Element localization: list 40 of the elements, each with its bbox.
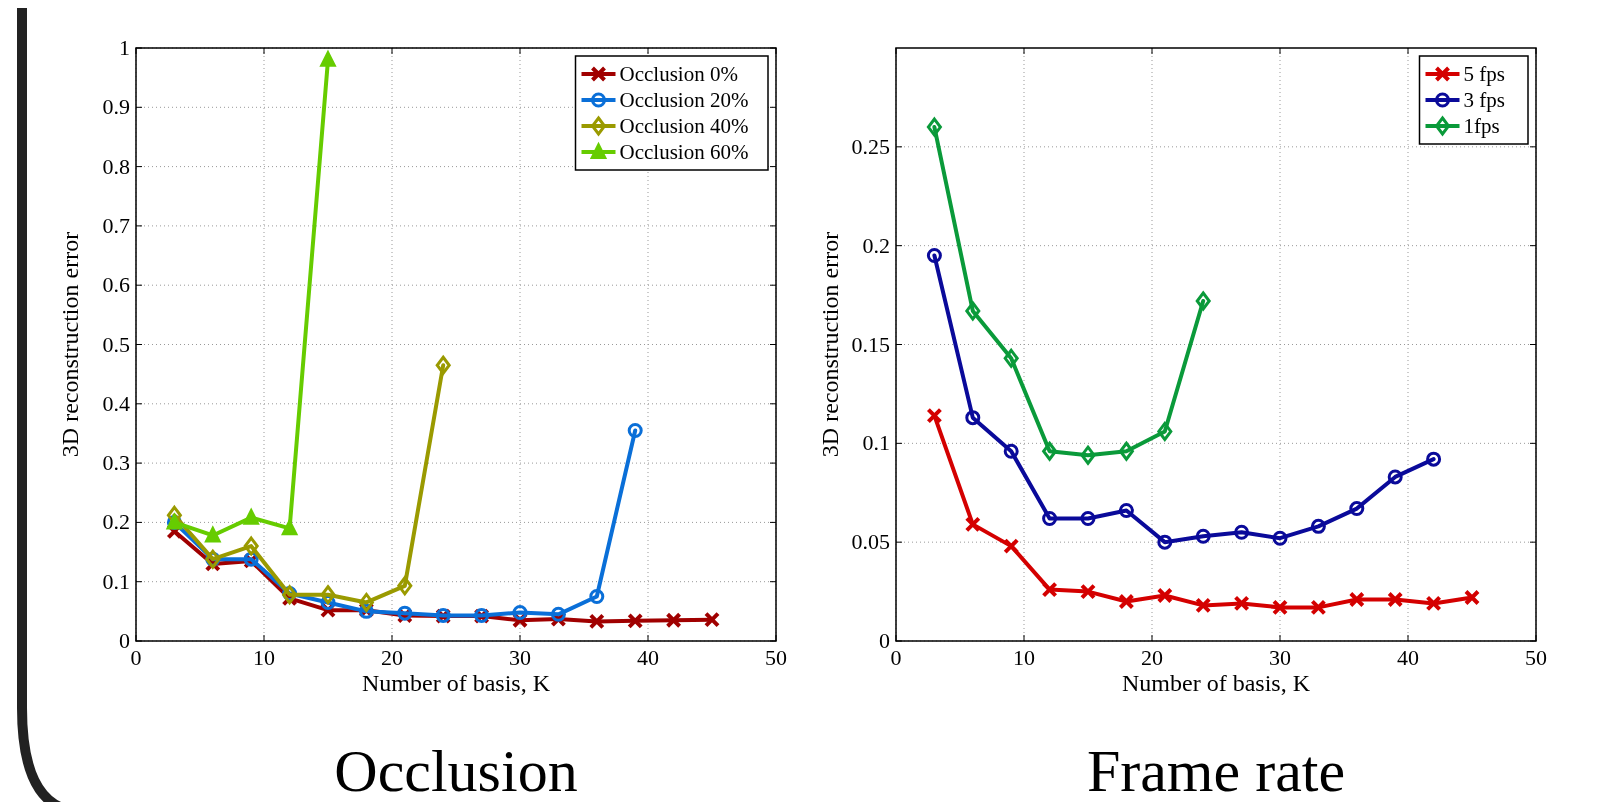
legend-label: 3 fps [1463, 88, 1505, 112]
x-tick-label: 30 [509, 645, 531, 670]
x-axis-title: Number of basis, K [1122, 670, 1311, 696]
legend-label: Occlusion 20% [619, 88, 749, 112]
x-tick-label: 10 [1013, 645, 1035, 670]
text: Frame rate [1086, 738, 1346, 802]
y-tick-label: 0.2 [102, 509, 130, 535]
legend-label: Occlusion 60% [619, 140, 749, 164]
x-tick-label: 30 [1269, 645, 1291, 670]
y-tick-label: 0.8 [102, 153, 130, 179]
y-tick-label: 0 [879, 628, 890, 653]
x-tick-label: 50 [1525, 645, 1547, 670]
legend-label: Occlusion 0% [619, 62, 738, 86]
legend-label: 1fps [1463, 114, 1500, 138]
x-tick-label: 40 [1397, 645, 1419, 670]
y-tick-label: 0 [119, 628, 130, 653]
y-tick-label: 0.25 [851, 133, 890, 159]
x-tick-label: 20 [1141, 645, 1163, 670]
y-tick-label: 0.4 [102, 390, 130, 416]
y-tick-label: 0.5 [102, 331, 130, 357]
y-tick-label: 0.3 [102, 450, 130, 476]
legend-label: 5 fps [1463, 62, 1505, 86]
y-tick-label: 0.05 [851, 529, 890, 555]
x-tick-label: 50 [765, 645, 787, 670]
y-tick-label: 0.1 [862, 430, 890, 456]
y-tick-label: 0.1 [102, 568, 130, 594]
y-tick-label: 0.15 [851, 331, 890, 357]
legend-label: Occlusion 40% [619, 114, 749, 138]
x-tick-label: 40 [637, 645, 659, 670]
y-tick-label: 0.9 [102, 94, 130, 120]
y-tick-label: 0.2 [862, 232, 890, 258]
x-axis-title: Number of basis, K [362, 670, 551, 696]
y-tick-label: 0.6 [102, 272, 130, 298]
x-tick-label: 10 [253, 645, 275, 670]
y-tick-label: 0.7 [102, 212, 130, 238]
y-axis-title: 3D reconstruction error [57, 231, 83, 458]
x-tick-label: 20 [381, 645, 403, 670]
y-tick-label: 1 [119, 35, 130, 60]
text: Occlusion [334, 738, 578, 802]
y-axis-title: 3D reconstruction error [817, 231, 843, 458]
